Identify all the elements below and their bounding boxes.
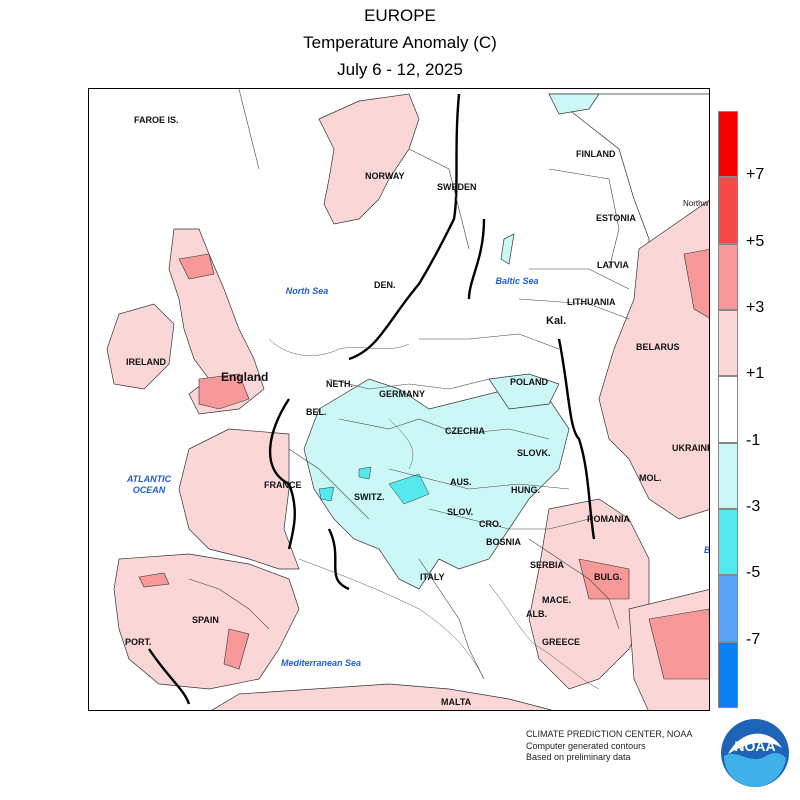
anomaly-map: FAROE IS. NORWAY SWEDEN FINLAND ESTONIA … xyxy=(88,88,710,711)
legend-tick-label: +7 xyxy=(746,166,765,184)
legend-swatch xyxy=(718,111,738,178)
label-croatia: CRO. xyxy=(479,519,502,529)
label-kaliningrad: Kal. xyxy=(546,315,567,327)
credit-line-2: Computer generated contours xyxy=(526,741,646,751)
label-slovakia: SLOVK. xyxy=(517,448,551,458)
credit-line-3: Based on preliminary data xyxy=(526,752,631,762)
hot-spots xyxy=(138,249,709,680)
legend-swatch xyxy=(718,376,738,443)
legend-swatch xyxy=(718,177,738,244)
label-portugal: PORT. xyxy=(125,637,152,647)
label-northwest: Northw Distri xyxy=(683,199,709,208)
label-malta: MALTA xyxy=(441,697,472,707)
label-latvia: LATVIA xyxy=(597,260,629,270)
label-ukraine: UKRAINE xyxy=(672,443,710,453)
label-bosnia: BOSNIA xyxy=(486,537,522,547)
label-germany: GERMANY xyxy=(379,389,426,399)
legend-tick-label: -7 xyxy=(746,630,761,648)
legend-swatch xyxy=(718,575,738,642)
legend-swatch xyxy=(718,310,738,377)
legend-tick-label: +1 xyxy=(746,365,765,383)
label-north-sea: North Sea xyxy=(285,286,329,296)
legend-swatch xyxy=(718,641,738,708)
coastlines xyxy=(268,338,600,690)
legend-tick-label: -3 xyxy=(746,498,761,515)
label-estonia: ESTONIA xyxy=(596,213,636,223)
label-black-sea-partial: B xyxy=(704,545,710,555)
label-austria: AUS. xyxy=(450,477,472,487)
legend-swatch xyxy=(718,442,738,509)
color-legend xyxy=(718,111,738,708)
noaa-logo-text: NOAA xyxy=(734,738,775,754)
label-spain: SPAIN xyxy=(192,615,219,625)
label-romania: ROMANIA xyxy=(587,514,630,524)
label-mediterranean-sea: Mediterranean Sea xyxy=(281,658,362,668)
label-baltic-sea: Baltic Sea xyxy=(495,276,539,286)
cold-spots xyxy=(318,466,430,505)
label-slovenia: SLOV. xyxy=(447,507,474,517)
label-belarus: BELARUS xyxy=(636,342,680,352)
chart-title: EUROPE xyxy=(364,6,436,25)
label-hungary: HUNG. xyxy=(511,485,540,495)
chart-subtitle: Temperature Anomaly (C) xyxy=(303,33,497,52)
label-greece: GREECE xyxy=(542,637,581,647)
label-england: England xyxy=(221,370,269,384)
label-bulgaria: BULG. xyxy=(594,572,622,582)
noaa-logo-icon: NOAA xyxy=(721,719,789,787)
label-serbia: SERBIA xyxy=(530,560,565,570)
label-switzerland: SWITZ. xyxy=(354,492,385,502)
label-france: FRANCE xyxy=(264,480,302,490)
label-norway: NORWAY xyxy=(365,171,405,181)
legend-swatch xyxy=(718,509,738,576)
legend-tick-label: -5 xyxy=(746,564,761,582)
label-denmark: DEN. xyxy=(374,280,396,290)
label-moldova: MOL. xyxy=(639,473,662,483)
legend-swatch xyxy=(718,243,738,310)
cool-regions xyxy=(303,93,600,590)
label-czechia: CZECHIA xyxy=(445,426,485,436)
label-belgium: BEL. xyxy=(306,407,327,417)
zero-contours xyxy=(148,93,596,705)
label-sweden: SWEDEN xyxy=(437,182,477,192)
chart-period: July 6 - 12, 2025 xyxy=(337,60,463,79)
label-ireland: IRELAND xyxy=(126,357,166,367)
label-italy: ITALY xyxy=(420,572,445,582)
warm-regions xyxy=(106,93,709,710)
label-finland: FINLAND xyxy=(576,149,616,159)
borders xyxy=(188,89,630,680)
label-albania: ALB. xyxy=(526,609,547,619)
legend-tick-label: +3 xyxy=(746,299,765,316)
label-netherlands: NETH. xyxy=(326,379,353,389)
credit-line-1: CLIMATE PREDICTION CENTER, NOAA xyxy=(526,729,693,739)
label-faroe: FAROE IS. xyxy=(134,115,179,125)
label-poland: POLAND xyxy=(510,377,548,387)
label-macedonia: MACE. xyxy=(542,595,571,605)
legend-tick-label: -1 xyxy=(746,431,761,449)
label-atlantic-ocean: ATLANTIC OCEAN xyxy=(126,474,172,495)
label-lithuania: LITHUANIA xyxy=(567,297,616,307)
legend-tick-label: +5 xyxy=(746,232,765,250)
map-canvas xyxy=(106,89,709,710)
